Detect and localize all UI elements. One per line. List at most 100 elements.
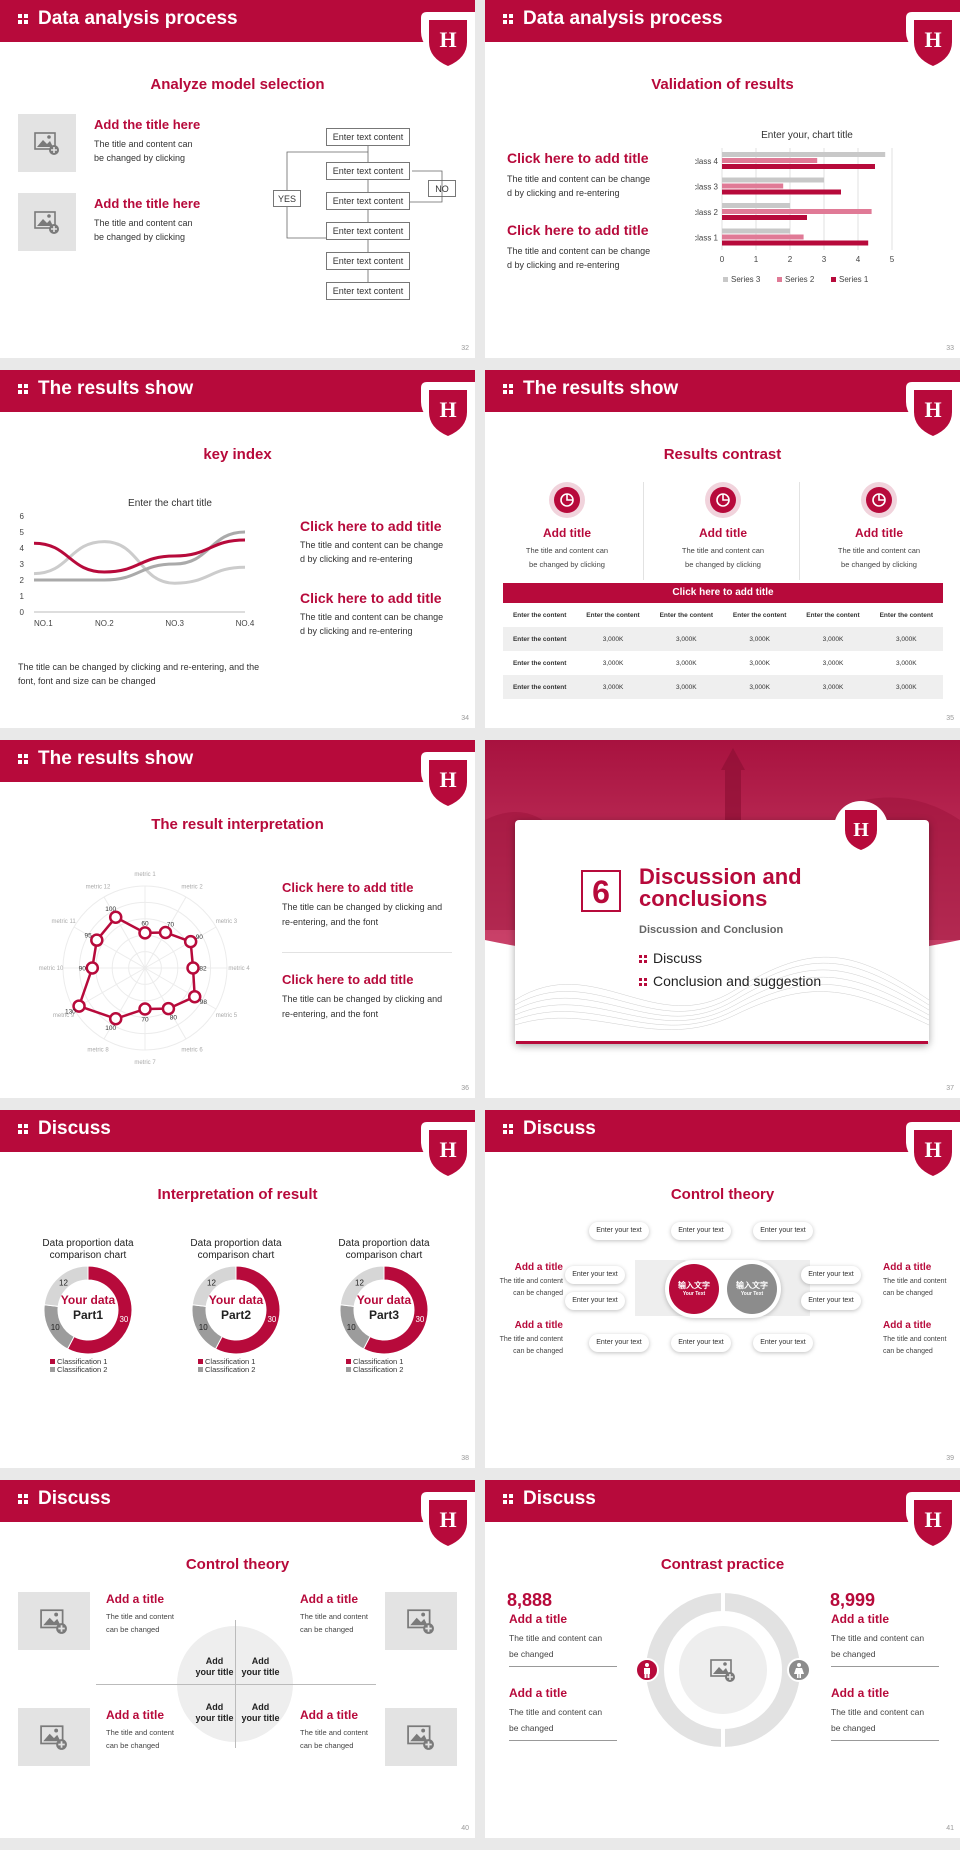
- university-shield-logo: H: [421, 1492, 475, 1550]
- item-text: d by clicking and re-entering: [507, 260, 620, 270]
- text-pill[interactable]: Enter your text: [671, 1334, 731, 1352]
- header-title: Discuss: [523, 1488, 596, 1509]
- item-title: Click here to add title: [282, 880, 414, 895]
- text-pill[interactable]: Enter your text: [589, 1222, 649, 1240]
- donut-legend: Classification 1 Classification 2: [346, 1358, 403, 1374]
- slide-header: Discuss: [485, 1480, 960, 1522]
- slide-36-interpretation: The results show H The result interpreta…: [0, 740, 475, 1098]
- radar-point: [85, 961, 100, 975]
- slide-title: Control theory: [670, 1186, 775, 1203]
- item-title: Add a title: [509, 1686, 568, 1700]
- slice-label: 12: [355, 1278, 364, 1287]
- item-text: be changed by clicking: [94, 153, 186, 163]
- slide-header: The results show: [0, 740, 475, 782]
- col-text: The title and content can be changed by c…: [681, 546, 765, 569]
- table-cell: 3,000K: [602, 683, 624, 691]
- donut-slice: [339, 1265, 385, 1307]
- item-title: Click here to add title: [507, 150, 649, 166]
- legend-label: Series 1: [839, 275, 869, 284]
- bar: [722, 177, 824, 183]
- item-text: The title can be changed by clicking and: [282, 902, 443, 912]
- item-title: Click here to add title: [507, 222, 649, 238]
- item-text: The title and content can be changed: [509, 1633, 603, 1659]
- page-number: 40: [461, 1825, 469, 1832]
- image-placeholder[interactable]: [698, 1645, 748, 1695]
- tick-label: 0: [20, 608, 25, 617]
- grid-dots-icon: [18, 384, 28, 394]
- image-placeholder[interactable]: [18, 1592, 90, 1650]
- radar-point: [72, 999, 86, 1013]
- image-placeholder[interactable]: [18, 1708, 90, 1766]
- radar-point: [183, 934, 198, 949]
- svg-text:H: H: [924, 27, 941, 52]
- slide-37-section-divider: 6 Discussion and conclusions Discussion a…: [485, 740, 960, 1098]
- svg-text:H: H: [439, 1137, 456, 1162]
- radar-axis-label: metric 9: [53, 1013, 75, 1019]
- item-text: The title and content can be changed: [883, 1336, 947, 1355]
- female-icon: [787, 1658, 811, 1682]
- table-cell: 3,000K: [896, 659, 917, 667]
- text-pill[interactable]: Enter your text: [589, 1334, 649, 1352]
- legend-swatch: [723, 277, 728, 282]
- data-label: 98: [200, 999, 208, 1006]
- table-cell: 3,000K: [749, 683, 770, 691]
- item-text: The title and content can be changed: [300, 1612, 368, 1634]
- page-number: 37: [946, 1085, 954, 1092]
- radar-axis-label: metric 1: [134, 872, 156, 878]
- slide-38-interpretation-donuts: Discuss H Interpretation of result Data p…: [0, 1110, 475, 1468]
- radar-axis-label: metric 7: [134, 1060, 156, 1066]
- text-pill[interactable]: Enter your text: [801, 1266, 861, 1284]
- text-pill[interactable]: Enter your text: [565, 1266, 625, 1284]
- item-text: The title and content can be change: [300, 612, 444, 622]
- bar: [722, 158, 818, 163]
- slide-title: key index: [203, 446, 272, 463]
- radar-spoke: [103, 896, 146, 969]
- slice-label: 10: [51, 1323, 60, 1332]
- table-title-bar: Click here to add title: [503, 583, 943, 603]
- category-label: NO.3: [165, 619, 184, 628]
- slide-title: The result interpretation: [151, 816, 324, 833]
- donut-center-label: Your data Part1: [60, 1293, 116, 1322]
- text-pill[interactable]: Enter your text: [753, 1334, 813, 1352]
- donut-slice: [43, 1265, 89, 1307]
- pie-chart-icon: [560, 493, 574, 507]
- table-cell: 3,000K: [822, 659, 844, 667]
- item-text: The title and content can be change: [300, 540, 444, 550]
- tick-label: 2: [20, 576, 25, 585]
- slide-32-analyze-model: Data analysis process H Analyze model se…: [0, 0, 475, 358]
- grid-dots-icon: [503, 1124, 513, 1134]
- slide-header: Data analysis process: [485, 0, 960, 42]
- page-number: 34: [461, 715, 469, 722]
- col-title: Add title: [543, 526, 591, 540]
- pie-icon-circle: [861, 482, 897, 518]
- text-pill[interactable]: Enter your text: [565, 1292, 625, 1310]
- slide-header: Data analysis process: [0, 0, 475, 42]
- slide-header: Discuss: [485, 1110, 960, 1152]
- item-text: d by clicking and re-entering: [507, 188, 620, 198]
- radar-point: [187, 989, 202, 1004]
- table-cell: Enter the content: [732, 611, 787, 619]
- text-pill[interactable]: Enter your text: [671, 1222, 731, 1240]
- image-placeholder[interactable]: [385, 1708, 457, 1766]
- radar-axis-label: metric 6: [181, 1047, 203, 1053]
- image-placeholder-icon: [34, 132, 59, 155]
- item-text: re-entering, and the font: [282, 917, 379, 927]
- item-title: Add a title: [300, 1708, 359, 1722]
- item-title: Add a title: [883, 1320, 932, 1331]
- image-placeholder[interactable]: [18, 193, 76, 251]
- text-pill[interactable]: Enter your text: [753, 1222, 813, 1240]
- quad-label: Add your title: [241, 1702, 280, 1723]
- table-cell: 3,000K: [602, 659, 624, 667]
- item-text: The title and content can be changed: [509, 1707, 603, 1733]
- svg-text:H: H: [439, 397, 456, 422]
- col-title: Add title: [855, 526, 903, 540]
- bar: [722, 164, 875, 169]
- donut-legend: Classification 1 Classification 2: [50, 1358, 107, 1374]
- image-placeholder[interactable]: [385, 1592, 457, 1650]
- image-placeholder[interactable]: [18, 114, 76, 172]
- slide-title: Analyze model selection: [150, 76, 325, 93]
- text-pill[interactable]: Enter your text: [801, 1292, 861, 1310]
- item-text: d by clicking and re-entering: [300, 554, 413, 564]
- flow-box: Enter text content: [326, 192, 410, 210]
- slide-title: Contrast practice: [660, 1556, 785, 1573]
